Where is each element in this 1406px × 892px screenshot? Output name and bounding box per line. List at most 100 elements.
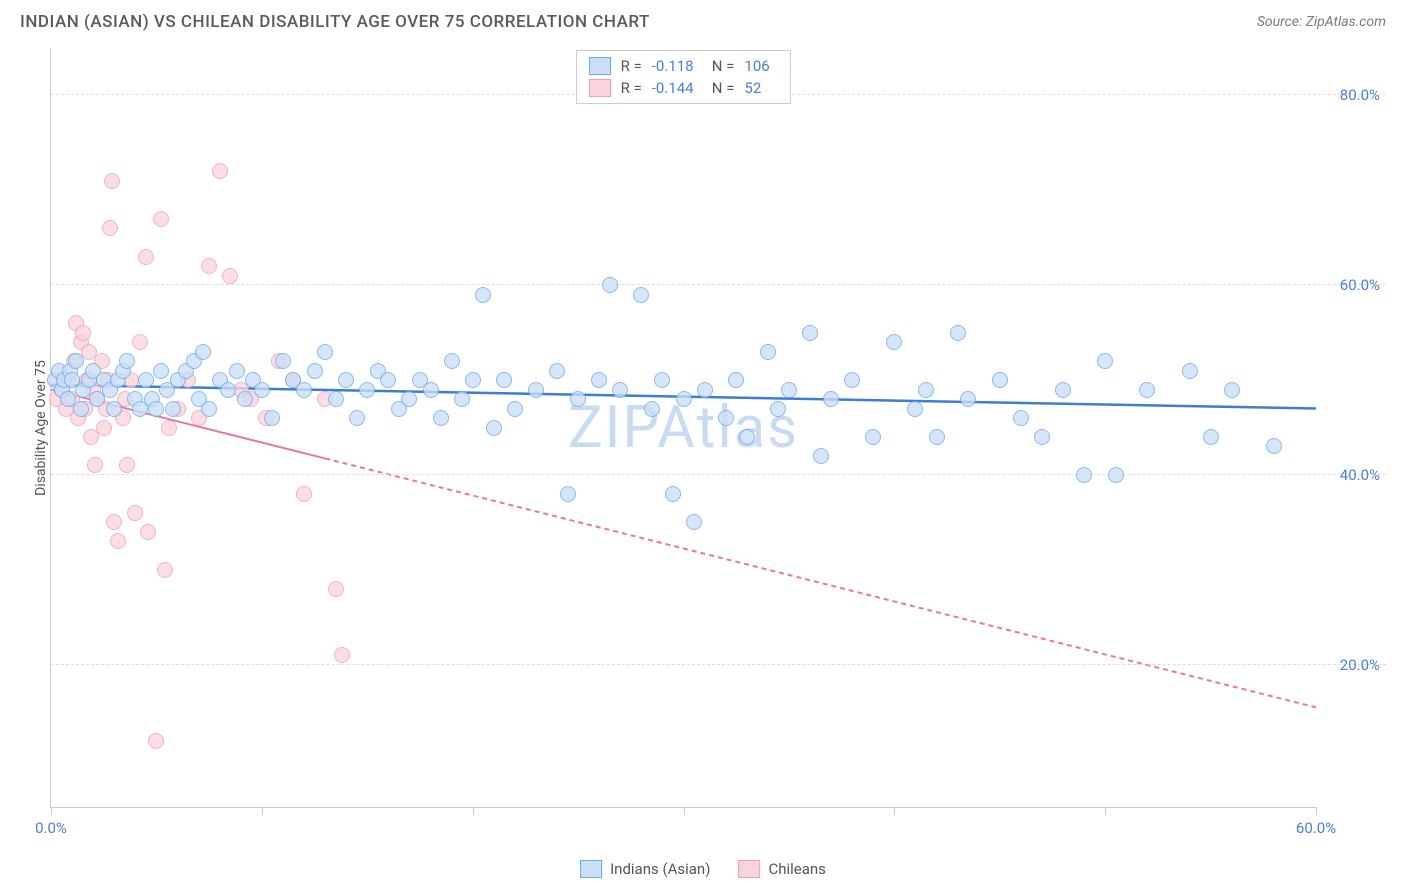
scatter-point xyxy=(212,163,228,179)
scatter-point xyxy=(380,372,396,388)
scatter-point xyxy=(950,325,966,341)
legend-swatch xyxy=(589,57,611,75)
scatter-point xyxy=(317,344,333,360)
legend-n-label: N = xyxy=(712,57,735,75)
scatter-point xyxy=(475,287,491,303)
y-tick-label: 20.0% xyxy=(1340,656,1380,674)
scatter-point xyxy=(1108,467,1124,483)
scatter-point xyxy=(328,581,344,597)
scatter-point xyxy=(153,363,169,379)
scatter-point xyxy=(423,382,439,398)
scatter-point xyxy=(844,372,860,388)
scatter-point xyxy=(992,372,1008,388)
scatter-point xyxy=(465,372,481,388)
scatter-point xyxy=(1076,467,1092,483)
scatter-point xyxy=(275,353,291,369)
scatter-point xyxy=(307,363,323,379)
legend-item: Chileans xyxy=(738,860,825,878)
scatter-point xyxy=(1224,382,1240,398)
scatter-point xyxy=(591,372,607,388)
scatter-point xyxy=(161,420,177,436)
source-attribution: Source: ZipAtlas.com xyxy=(1257,14,1386,30)
scatter-point xyxy=(823,391,839,407)
x-tick xyxy=(894,807,895,815)
scatter-point xyxy=(760,344,776,360)
x-tick xyxy=(1105,807,1106,815)
scatter-point xyxy=(1139,382,1155,398)
scatter-point xyxy=(119,457,135,473)
scatter-point xyxy=(87,457,103,473)
gridline-horizontal xyxy=(51,664,1386,665)
scatter-point xyxy=(349,410,365,426)
scatter-point xyxy=(697,382,713,398)
scatter-point xyxy=(296,486,312,502)
scatter-point xyxy=(665,486,681,502)
legend-swatch xyxy=(738,860,760,878)
scatter-point xyxy=(560,486,576,502)
scatter-point xyxy=(201,401,217,417)
chart-title: INDIAN (ASIAN) VS CHILEAN DISABILITY AGE… xyxy=(20,12,650,32)
scatter-point xyxy=(739,429,755,445)
scatter-point xyxy=(718,410,734,426)
legend-n-value: 106 xyxy=(744,57,778,75)
scatter-point xyxy=(960,391,976,407)
scatter-point xyxy=(119,353,135,369)
scatter-point xyxy=(222,268,238,284)
scatter-point xyxy=(165,401,181,417)
scatter-point xyxy=(865,429,881,445)
trend-line-extrapolated xyxy=(325,458,1316,707)
scatter-point xyxy=(102,220,118,236)
scatter-point xyxy=(570,391,586,407)
correlation-legend: R =-0.118N =106R =-0.144N =52 xyxy=(576,50,792,104)
scatter-point xyxy=(75,325,91,341)
legend-r-value: -0.118 xyxy=(652,57,702,75)
scatter-point xyxy=(201,258,217,274)
scatter-point xyxy=(1055,382,1071,398)
scatter-point xyxy=(813,448,829,464)
legend-n-label: N = xyxy=(712,79,735,97)
scatter-point xyxy=(1097,353,1113,369)
scatter-point xyxy=(148,401,164,417)
scatter-point xyxy=(781,382,797,398)
scatter-point xyxy=(770,401,786,417)
scatter-point xyxy=(132,334,148,350)
scatter-point xyxy=(328,391,344,407)
y-tick-label: 60.0% xyxy=(1340,276,1380,294)
x-tick xyxy=(473,807,474,815)
legend-swatch xyxy=(580,860,602,878)
legend-r-label: R = xyxy=(621,57,642,75)
scatter-point xyxy=(496,372,512,388)
scatter-point xyxy=(334,647,350,663)
gridline-horizontal xyxy=(51,284,1386,285)
scatter-point xyxy=(728,372,744,388)
scatter-point xyxy=(644,401,660,417)
scatter-point xyxy=(444,353,460,369)
scatter-point xyxy=(338,372,354,388)
scatter-point xyxy=(153,211,169,227)
scatter-point xyxy=(676,391,692,407)
legend-r-label: R = xyxy=(621,79,642,97)
x-tick xyxy=(51,807,52,815)
legend-swatch xyxy=(589,79,611,97)
scatter-point xyxy=(229,363,245,379)
legend-series-label: Indians (Asian) xyxy=(610,860,710,878)
scatter-point xyxy=(918,382,934,398)
chart-container: Disability Age Over 75 ZIPAtlas R =-0.11… xyxy=(16,48,1386,832)
plot-area: Disability Age Over 75 ZIPAtlas R =-0.11… xyxy=(50,48,1316,808)
scatter-point xyxy=(220,382,236,398)
legend-item: Indians (Asian) xyxy=(580,860,710,878)
scatter-point xyxy=(104,173,120,189)
scatter-point xyxy=(106,514,122,530)
scatter-point xyxy=(195,344,211,360)
scatter-point xyxy=(73,401,89,417)
scatter-point xyxy=(359,382,375,398)
scatter-point xyxy=(929,429,945,445)
scatter-point xyxy=(907,401,923,417)
scatter-point xyxy=(686,514,702,530)
scatter-point xyxy=(138,249,154,265)
x-tick xyxy=(684,807,685,815)
scatter-point xyxy=(802,325,818,341)
scatter-point xyxy=(110,533,126,549)
scatter-point xyxy=(1203,429,1219,445)
scatter-point xyxy=(254,382,270,398)
